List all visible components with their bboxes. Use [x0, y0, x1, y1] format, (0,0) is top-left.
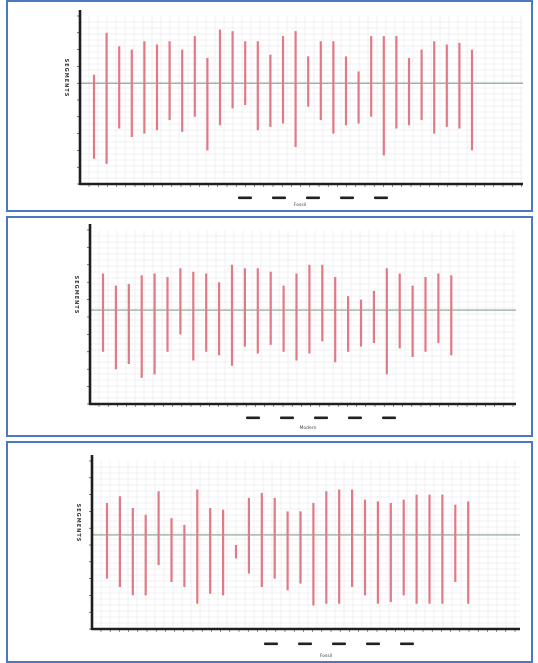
- legend-mark: [382, 416, 396, 420]
- gridlines: [80, 16, 523, 184]
- chart-panel-1: SEGMENTS Fossil: [6, 0, 533, 212]
- legend-mark: [280, 416, 294, 420]
- legend-mark: [238, 196, 252, 200]
- x-axis-label: Fossil: [320, 653, 332, 659]
- y-axis-label: SEGMENTS: [75, 504, 81, 543]
- y-axis-label: SEGMENTS: [63, 59, 69, 98]
- legend-mark: [366, 642, 380, 646]
- chart-2-svg: SEGMENTS Modern: [73, 224, 516, 431]
- legend-mark: [374, 196, 388, 200]
- x-axis-label: Modern: [300, 425, 317, 431]
- legend-mark: [272, 196, 286, 200]
- legend-mark: [348, 416, 362, 420]
- legend: [246, 416, 396, 420]
- legend: [238, 196, 388, 200]
- gridlines: [92, 461, 520, 629]
- legend-mark: [332, 642, 346, 646]
- chart-panel-2: SEGMENTS Modern: [6, 216, 533, 437]
- chart-1-svg: SEGMENTS Fossil: [63, 10, 523, 208]
- gridlines: [90, 230, 516, 404]
- legend-mark: [314, 416, 328, 420]
- x-axis-label: Fossil: [294, 202, 306, 208]
- legend-mark: [306, 196, 320, 200]
- legend-mark: [264, 642, 278, 646]
- chart-3-svg: SEGMENTS Fossil: [75, 455, 520, 659]
- legend-mark: [246, 416, 260, 420]
- legend: [264, 642, 414, 646]
- legend-mark: [400, 642, 414, 646]
- chart-panel-3: SEGMENTS Fossil: [6, 441, 533, 663]
- legend-mark: [298, 642, 312, 646]
- legend-mark: [340, 196, 354, 200]
- y-axis-label: SEGMENTS: [73, 276, 79, 315]
